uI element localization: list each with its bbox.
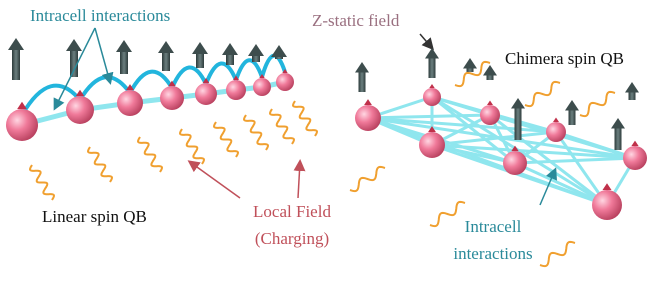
field-arrow-head	[483, 65, 497, 76]
field-arrow-head	[66, 39, 82, 51]
spin-arrow	[553, 118, 559, 123]
field-arrow-shaft	[629, 92, 636, 100]
spin-arrow	[603, 183, 612, 190]
field-arrow-head	[625, 82, 639, 93]
field-arrow-head	[355, 62, 369, 73]
pointer	[95, 28, 110, 82]
spin-arrow	[364, 99, 372, 105]
label-intracell-bottom: Intracell	[465, 217, 522, 236]
label-local-field: Local Field	[253, 202, 331, 221]
spin-sphere	[355, 105, 381, 131]
spin-sphere	[195, 83, 217, 105]
field-arrow-shaft	[252, 55, 260, 62]
field-arrow-head	[463, 58, 477, 69]
interaction-arc	[206, 63, 236, 84]
pointer	[420, 34, 432, 48]
spin-sphere	[66, 96, 94, 124]
local-field-wave	[525, 82, 560, 106]
spin-sphere	[276, 73, 294, 91]
pointer	[190, 162, 240, 198]
field-arrow-shaft	[615, 128, 622, 150]
field-arrow-head	[511, 98, 525, 109]
field-arrow-head	[192, 42, 208, 54]
interaction-arc	[236, 60, 262, 80]
field-arrow-head	[611, 118, 625, 129]
local-field-wave	[580, 92, 615, 116]
spin-sphere	[546, 122, 566, 142]
local-field-wave	[244, 115, 268, 150]
field-arrow-head	[158, 41, 174, 53]
field-arrow-shaft	[226, 54, 234, 65]
field-arrow-shaft	[12, 49, 20, 80]
label-z-field: Z-static field	[312, 11, 400, 30]
spin-arrow	[487, 101, 493, 106]
field-arrow-head	[116, 40, 132, 52]
field-arrow-shaft	[569, 110, 576, 125]
spin-sphere	[503, 151, 527, 175]
local-field-wave	[430, 202, 465, 226]
spin-sphere	[226, 80, 246, 100]
local-field-wave	[138, 137, 162, 172]
spin-sphere	[253, 78, 271, 96]
local-field-wave	[180, 129, 204, 164]
spin-sphere	[423, 88, 441, 106]
spin-sphere	[6, 109, 38, 141]
spin-sphere	[117, 90, 143, 116]
local-field-wave	[270, 109, 294, 144]
field-arrow-shaft	[515, 108, 522, 140]
label-intracell-top: Intracell interactions	[30, 6, 170, 25]
label-charging: (Charging)	[255, 229, 329, 248]
spin-arrow	[17, 102, 27, 109]
label-interactions-bottom: interactions	[453, 244, 532, 263]
spin-arrow	[429, 84, 434, 88]
field-arrow-shaft	[120, 51, 128, 74]
local-field-wave	[214, 122, 238, 157]
chimera-bond	[368, 115, 490, 118]
spin-sphere	[480, 105, 500, 125]
figure: Intracell interactions Z-static field Ch…	[0, 0, 658, 284]
spin-arrow	[631, 141, 638, 146]
field-arrow-shaft	[359, 72, 366, 92]
pointer	[298, 162, 300, 198]
spin-sphere	[419, 132, 445, 158]
field-arrow-head	[565, 100, 579, 111]
field-arrow-head	[425, 48, 439, 59]
field-arrow-head	[271, 45, 287, 57]
local-field-wave	[293, 101, 317, 136]
spin-sphere	[623, 146, 647, 170]
spin-sphere	[160, 86, 184, 110]
field-arrow-shaft	[196, 53, 204, 68]
label-linear: Linear spin QB	[42, 207, 147, 226]
field-arrow-shaft	[487, 75, 494, 80]
field-arrow-head	[8, 38, 24, 50]
local-field-wave	[540, 242, 575, 266]
label-chimera: Chimera spin QB	[505, 49, 624, 68]
field-arrow-head	[248, 44, 264, 56]
spin-sphere	[592, 190, 622, 220]
local-field-wave	[350, 167, 385, 191]
local-field-wave	[88, 147, 112, 182]
field-arrow-shaft	[429, 58, 436, 78]
field-arrow-head	[222, 43, 238, 55]
field-arrow-shaft	[162, 52, 170, 71]
local-field-wave	[30, 165, 54, 200]
